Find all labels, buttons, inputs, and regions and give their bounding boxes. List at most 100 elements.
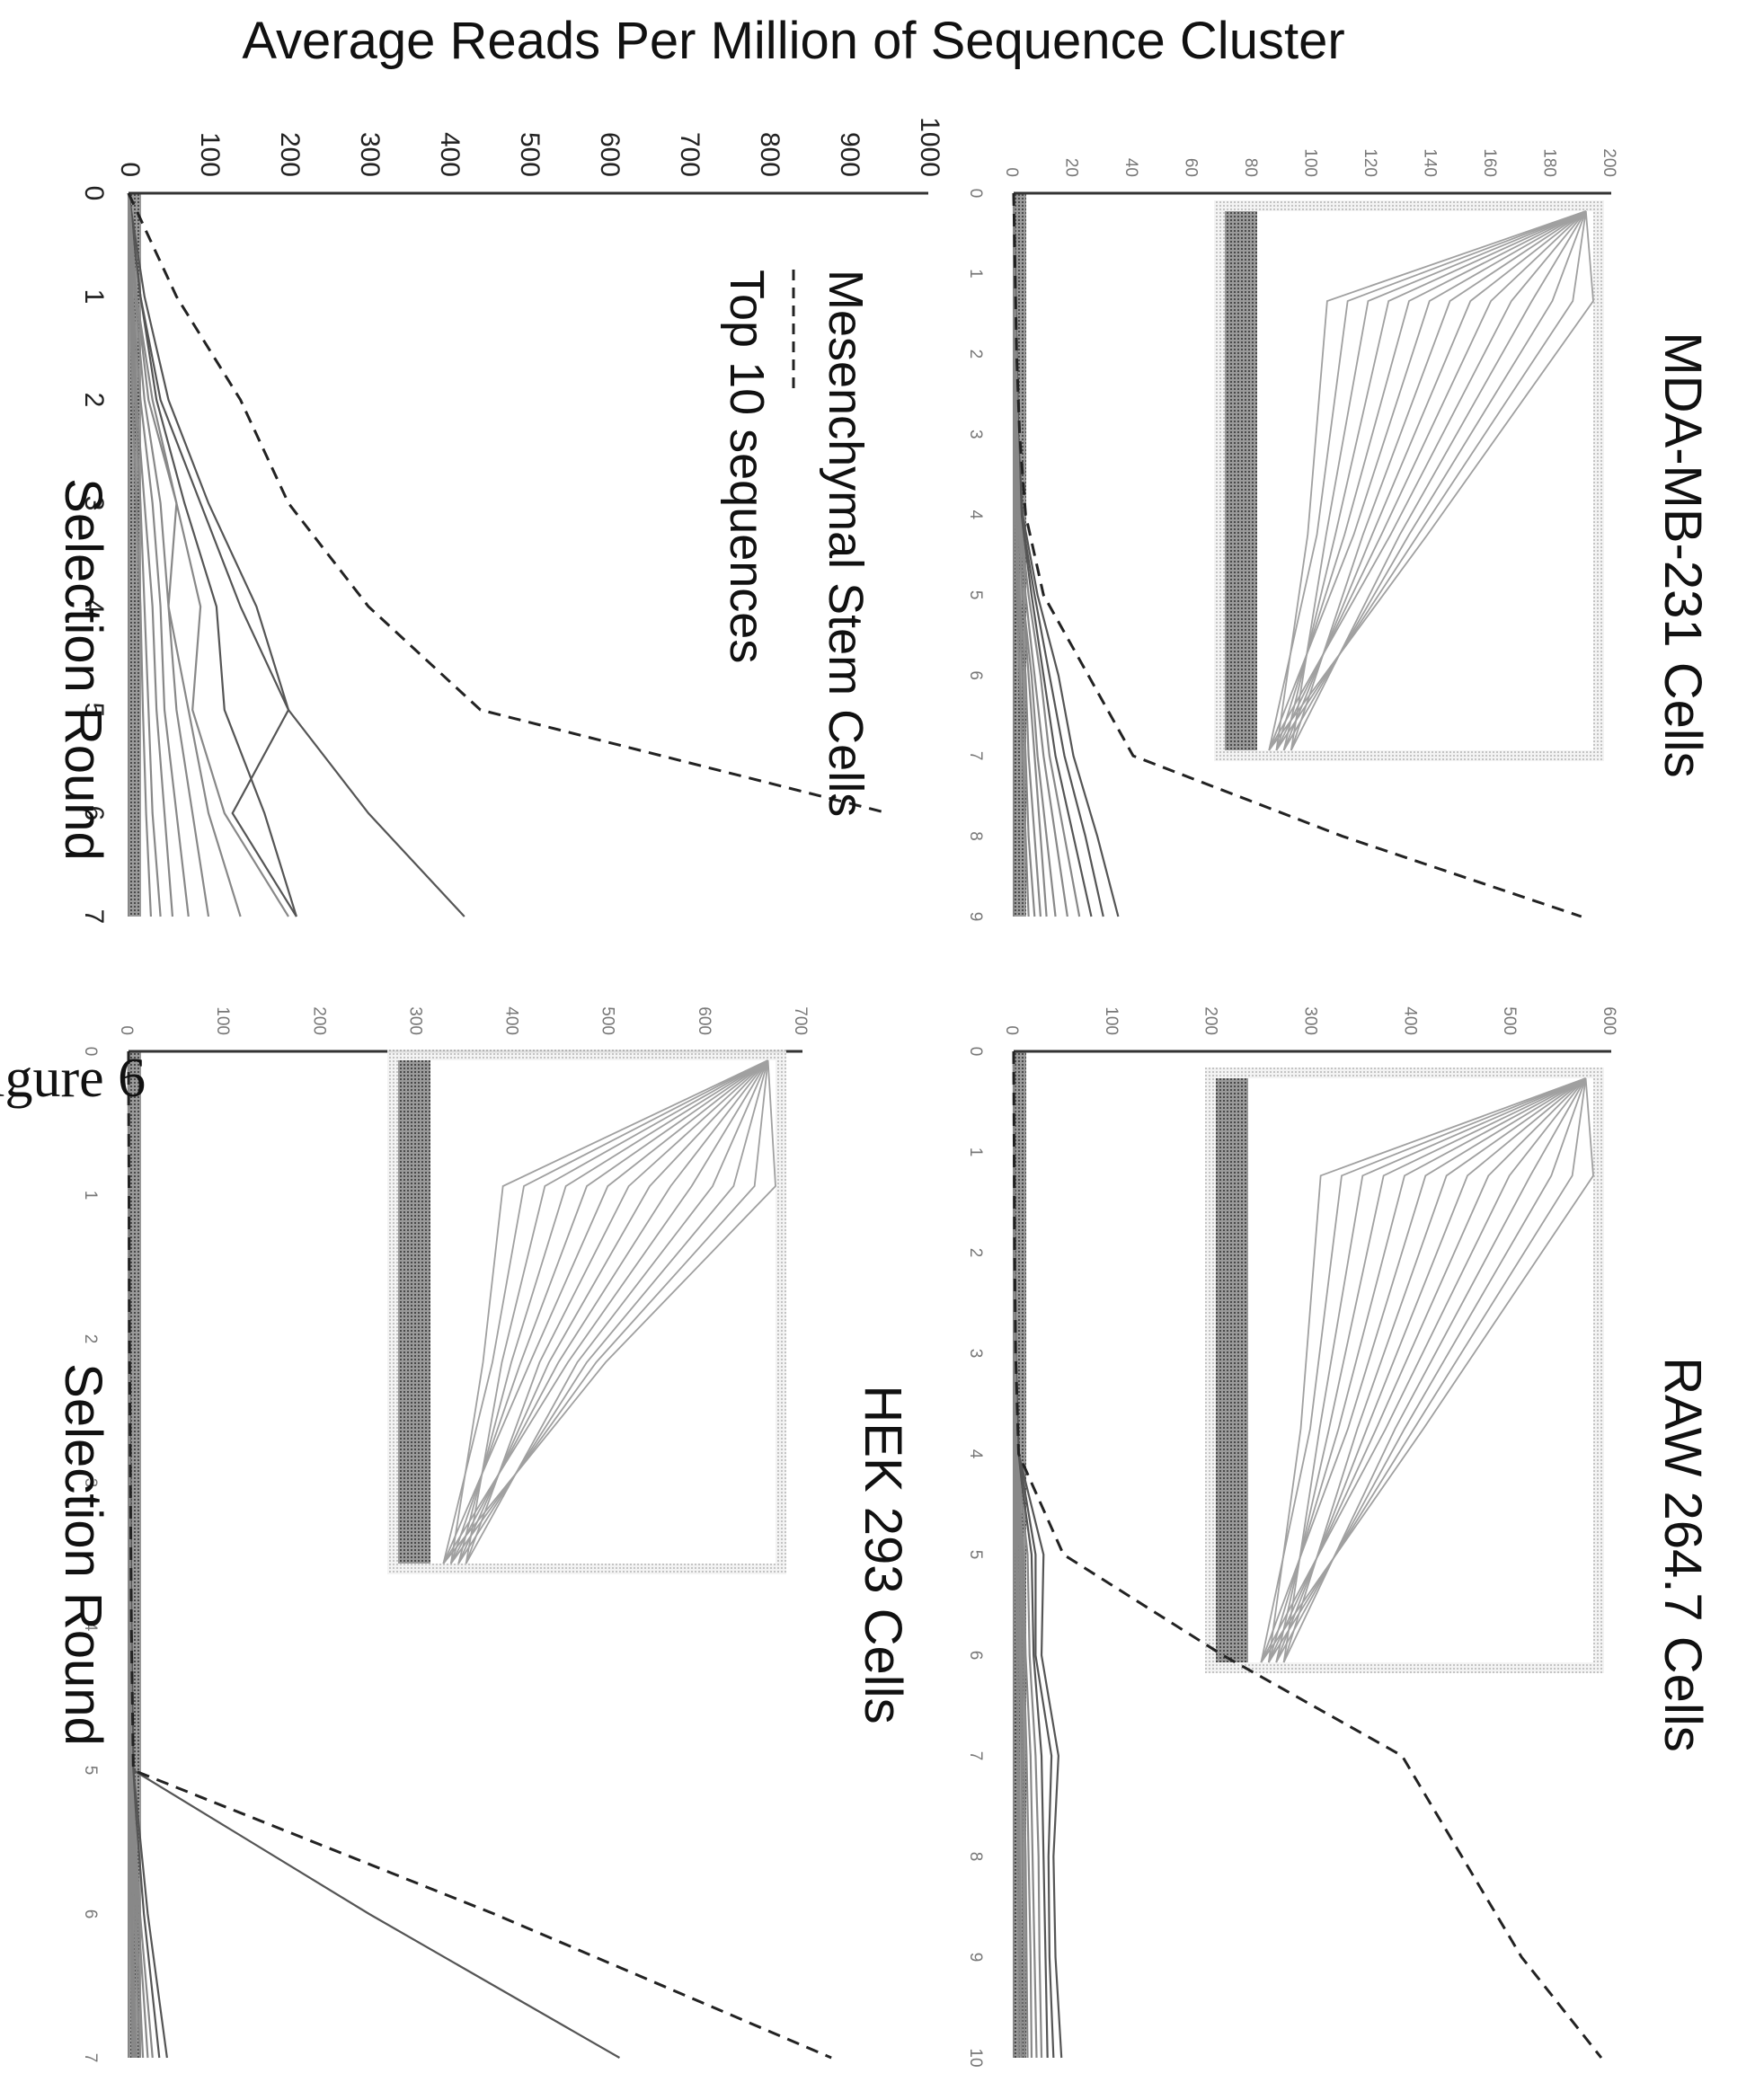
- series-line: [127, 192, 297, 917]
- panel-title: MDA-MB-231 Cells: [1653, 332, 1712, 777]
- y-tick-label: 300: [1301, 1006, 1320, 1035]
- series-line: [127, 192, 153, 917]
- panel-title: HEK 293 Cells: [854, 1385, 912, 1723]
- x-tick-label: 6: [81, 1909, 100, 1919]
- dashed-series-line: [127, 1050, 832, 2060]
- x-tick-label: 3: [81, 1478, 100, 1488]
- y-tick-label: 180: [1540, 148, 1559, 177]
- inset-background: [1216, 1078, 1593, 1662]
- x-tick-label: 4: [79, 599, 109, 615]
- inset-band: [1225, 211, 1257, 750]
- x-tick-label: 0: [79, 186, 109, 201]
- x-tick-label: 4: [966, 1449, 985, 1459]
- x-tick-label: 3: [966, 430, 985, 439]
- inset-line: [1267, 1077, 1587, 1663]
- panel-hek-293: HEK 293 Cells 0 100 200 300 400 500 600 700 0 1 2 3 4…: [81, 1006, 912, 2062]
- x-tick-label: 2: [81, 1334, 100, 1344]
- y-tick-label: 600: [595, 132, 625, 177]
- inset-line: [465, 1059, 769, 1564]
- inset-background: [1225, 211, 1593, 750]
- x-tick-label: 7: [966, 1751, 985, 1761]
- inset-line: [457, 1059, 769, 1564]
- y-tick-label: 600: [695, 1006, 714, 1035]
- inset-line: [1290, 210, 1587, 751]
- series-line: [127, 192, 242, 917]
- x-tick-label: 6: [79, 806, 109, 821]
- inset-line: [1267, 1077, 1587, 1663]
- inset-line: [1282, 210, 1587, 751]
- y-tick-label: 100: [213, 1006, 232, 1035]
- y-tick-label: 200: [275, 132, 305, 177]
- y-tick-label: 0: [1002, 1025, 1021, 1035]
- inset-line: [465, 1059, 769, 1564]
- inset-line: [457, 1059, 769, 1564]
- inset-line: [1268, 210, 1587, 751]
- y-tick-label: 1000: [915, 117, 944, 177]
- dashed-series-line: [1012, 192, 1582, 918]
- y-tick-label: 700: [791, 1006, 810, 1035]
- dashed-series-line: [127, 192, 889, 815]
- series-line: [1012, 192, 1030, 917]
- series-line: [127, 192, 162, 917]
- figure-caption: Figure 6: [0, 1048, 146, 1109]
- y-tick-label: 100: [195, 132, 225, 177]
- x-tick-label: 3: [79, 496, 109, 511]
- inset-line: [1275, 1077, 1587, 1663]
- y-tick-label: 0: [117, 1025, 136, 1035]
- series-line: [1012, 192, 1120, 917]
- y-tick-label: 700: [675, 132, 705, 177]
- inset-line: [1260, 1077, 1587, 1663]
- y-tick-label: 100: [1102, 1006, 1121, 1035]
- x-tick-label: 1: [81, 1191, 100, 1201]
- x-tick-label: 8: [966, 831, 985, 841]
- y-tick-label: 0: [1002, 167, 1021, 177]
- legend-label-solid: Top 10 sequences: [720, 270, 774, 663]
- x-tick-label: 7: [81, 2053, 100, 2063]
- y-tick-label: 0: [115, 162, 145, 177]
- y-tick-label: 500: [1500, 1006, 1519, 1035]
- inset-line: [442, 1059, 769, 1564]
- panel-title: RAW 264.7 Cells: [1653, 1357, 1712, 1751]
- y-tick-label: 500: [598, 1006, 617, 1035]
- x-tick-label: 4: [966, 509, 985, 519]
- y-tick-label: 500: [515, 132, 545, 177]
- x-tick-label: 5: [966, 1550, 985, 1560]
- x-tick-label: 0: [81, 1047, 100, 1057]
- x-axis-title-left: Selection Round: [54, 478, 112, 861]
- x-tick-label: 8: [966, 1852, 985, 1862]
- inset-line: [457, 1059, 769, 1564]
- inset-line: [1282, 1077, 1587, 1663]
- series-line: [127, 192, 465, 917]
- inset-line: [1282, 1077, 1587, 1663]
- x-axis-title-right: Selection Round: [54, 1363, 112, 1746]
- inset-line: [1268, 210, 1587, 751]
- x-tick-label: 6: [966, 670, 985, 680]
- y-tick-label: 40: [1121, 158, 1140, 177]
- inset-line: [1282, 210, 1587, 751]
- x-tick-label: 7: [966, 751, 985, 761]
- x-tick-label: 5: [966, 590, 985, 600]
- y-tick-label: 300: [405, 1006, 424, 1035]
- inset-band: [1216, 1078, 1248, 1662]
- inset-line: [450, 1059, 769, 1564]
- x-tick-label: 5: [79, 703, 109, 718]
- inset-line: [465, 1059, 769, 1564]
- y-tick-label: 20: [1062, 158, 1081, 177]
- y-tick-label: 200: [309, 1006, 328, 1035]
- legend-label-dashed: Mesenchymal Stem Cells: [819, 270, 873, 817]
- x-tick-label: 6: [966, 1651, 985, 1661]
- inset-line: [1275, 210, 1587, 751]
- inset-line: [449, 1059, 768, 1564]
- inset-line: [1267, 1077, 1586, 1663]
- x-tick-label: 2: [79, 393, 109, 408]
- y-tick-label: 400: [1400, 1006, 1419, 1035]
- inset-line: [1275, 210, 1587, 751]
- y-tick-label: 60: [1182, 158, 1201, 177]
- y-tick-label: 160: [1480, 148, 1499, 177]
- inset-line: [442, 1059, 769, 1564]
- inset-band: [398, 1060, 430, 1564]
- inset-line: [1282, 1077, 1586, 1663]
